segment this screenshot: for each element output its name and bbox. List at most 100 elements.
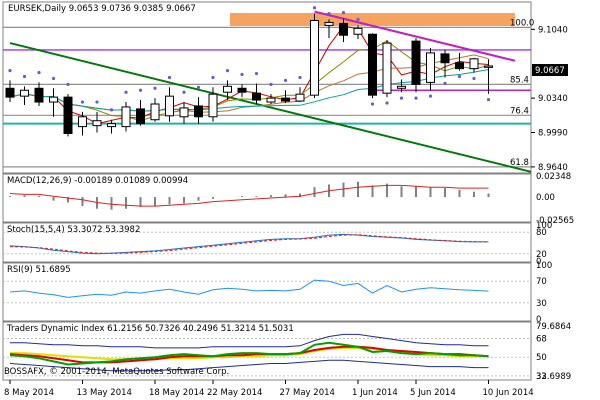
- stoch-label: Stoch(15,5,4) 53.3072 53.3982: [7, 225, 140, 235]
- sar-dot: [109, 108, 114, 112]
- sar-dot: [486, 97, 491, 102]
- sar-dot: [196, 85, 201, 89]
- fib-level-label: 85.4: [510, 75, 529, 85]
- tdi-label: Traders Dynamic Index 61.2156 50.7326 40…: [6, 324, 294, 334]
- date-tick-label: 10 Jun 2014: [483, 388, 534, 398]
- sar-dot: [138, 88, 143, 92]
- sar-dot: [51, 76, 56, 81]
- sar-dot: [225, 69, 230, 73]
- ma-fast-line: [9, 25, 489, 125]
- main-panel-frame: [2, 1, 532, 174]
- rsi-line: [9, 279, 489, 298]
- candle-bull: [469, 58, 479, 70]
- ma-long-line: [9, 69, 489, 112]
- stoch-tick-label: 0: [536, 257, 541, 267]
- candle-bull: [397, 85, 406, 89]
- sar-dot: [8, 69, 12, 73]
- stoch-tick-label: 20: [536, 250, 547, 260]
- fib-level-label: 76.4: [510, 106, 529, 116]
- macd-tick-label: -0.02565: [536, 216, 574, 226]
- sar-dot: [399, 96, 404, 100]
- date-tick-label: 5 Jun 2014: [410, 388, 456, 398]
- sar-dot: [414, 96, 418, 100]
- candle-bull: [223, 85, 232, 93]
- sar-dot: [254, 71, 259, 76]
- candle-bear: [281, 97, 290, 102]
- stoch-main-line: [9, 233, 489, 255]
- tdi-tick-label: 68: [536, 335, 547, 345]
- sar-dot: [66, 82, 70, 86]
- candle-bear: [252, 92, 261, 101]
- sar-dot: [312, 6, 317, 10]
- ma-mid-line: [9, 40, 489, 122]
- date-tick-label: 1 Jun 2014: [352, 388, 398, 398]
- candle-bull: [266, 97, 276, 103]
- tdi-tick-label: 32: [536, 372, 547, 382]
- candle-bull: [310, 19, 319, 96]
- sar-dot: [298, 75, 302, 80]
- sar-dot: [211, 75, 215, 80]
- candle-bear: [440, 53, 450, 64]
- macd-signal-line: [9, 184, 489, 207]
- sar-dot: [153, 86, 157, 90]
- candle-bear: [34, 87, 44, 103]
- main-plot-layer: 100.0 85.4 76.4 61.8: [3, 6, 534, 173]
- candle-bull: [426, 52, 435, 83]
- candle-bull: [382, 42, 392, 94]
- rsi-panel-frame: [2, 262, 532, 322]
- sar-dot: [341, 11, 346, 15]
- candle-bull: [107, 123, 116, 128]
- candle-bull: [20, 89, 29, 97]
- candle-bull: [49, 96, 58, 103]
- candle-bear: [411, 40, 421, 85]
- fib-level-label: 100.0: [510, 18, 534, 28]
- stoch-signal-line: [9, 234, 489, 254]
- candle-bear: [455, 62, 464, 70]
- tdi-rsi-line: [9, 341, 489, 366]
- candle-bull: [353, 27, 363, 35]
- tdi-tick-label: 79.6864: [536, 322, 571, 332]
- sar-dot: [167, 75, 172, 80]
- tdi-tick-label: 33.6989: [536, 372, 571, 382]
- tdi-upper-band: [10, 333, 489, 349]
- sar-dot: [428, 94, 433, 98]
- current-price-box: [532, 64, 568, 76]
- candle-bull: [150, 103, 160, 121]
- date-tick-label: 8 May 2014: [4, 388, 54, 398]
- candle-bull: [165, 95, 174, 117]
- resistance-zone: [230, 13, 515, 26]
- candle-bull: [295, 93, 305, 102]
- sar-dot: [37, 70, 41, 75]
- sar-dot: [80, 100, 85, 104]
- current-price-label: 9.0667: [535, 66, 565, 76]
- date-tick-label: 18 May 2014: [149, 388, 204, 398]
- sar-dot: [443, 81, 447, 85]
- date-tick-label: 13 May 2014: [77, 388, 132, 398]
- stoch-plot-layer: [3, 231, 531, 255]
- date-tick-label: 22 May 2014: [207, 388, 262, 398]
- price-tick-label: 9.0340: [538, 94, 568, 104]
- date-tick-label: 27 May 2014: [280, 388, 335, 398]
- sar-dot: [269, 82, 273, 86]
- sar-dot: [385, 101, 389, 105]
- candle-bull: [179, 107, 189, 118]
- stoch-panel-frame: [2, 222, 532, 263]
- sar-dot: [356, 17, 360, 22]
- macd-tick-label: 0.00: [536, 193, 555, 203]
- tdi-panel-frame: [2, 321, 532, 381]
- sar-dot: [327, 12, 331, 16]
- price-tick-label: 9.1040: [538, 25, 568, 35]
- rsi-label: RSI(9) 51.6895: [7, 265, 71, 275]
- candle-bear: [63, 96, 73, 134]
- sar-dot: [240, 72, 244, 77]
- candle-bear: [136, 108, 145, 125]
- macd-label: MACD(12,26,9) -0.00189 0.01089 0.00994: [7, 176, 188, 186]
- sar-dot: [182, 90, 186, 94]
- tdi-tick-label: 50: [536, 353, 547, 363]
- stoch-tick-label: 80: [536, 228, 547, 238]
- rsi-tick-label: 100: [536, 261, 552, 271]
- stoch-tick-label: 100: [536, 221, 552, 231]
- candle-bull: [208, 93, 218, 118]
- macd-tick-label: 0.02348: [536, 172, 571, 182]
